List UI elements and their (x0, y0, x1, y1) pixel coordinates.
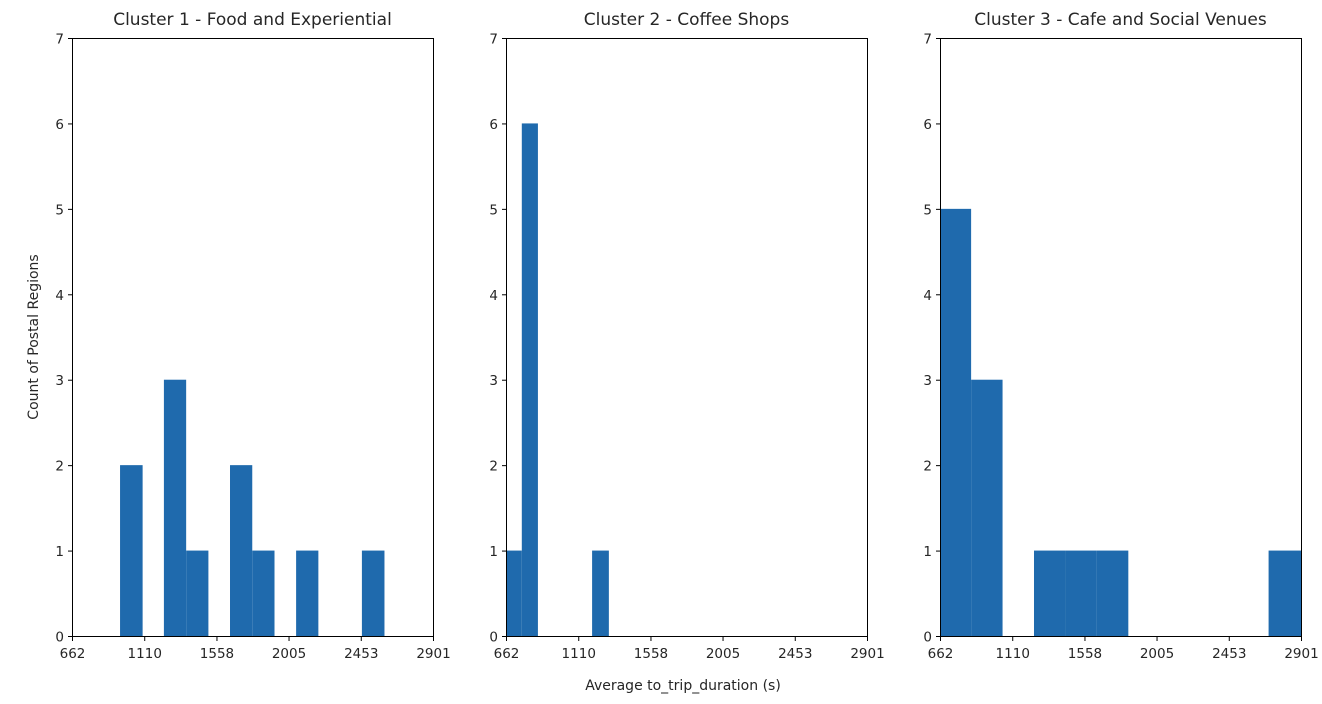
y-tick-label: 1 (55, 544, 64, 560)
x-tick-label: 1110 (128, 646, 162, 662)
histogram-bar-2-3 (592, 550, 609, 636)
y-tick-label: 2 (923, 459, 932, 475)
y-tick-label: 4 (55, 288, 64, 304)
panel-title: Cluster 3 - Cafe and Social Venues (974, 10, 1267, 30)
x-tick-label: 2005 (706, 646, 740, 662)
y-tick-label: 7 (489, 32, 498, 48)
y-tick-label: 5 (923, 202, 932, 218)
x-tick-label: 2901 (1284, 646, 1318, 662)
panel-title: Cluster 1 - Food and Experiential (113, 10, 392, 30)
y-tick-label: 2 (489, 459, 498, 475)
histogram-panel-2: 0 1 2 3 4 5 6 7 662 1110 1558 2005 2453 2901 Cluster 2… (489, 10, 884, 662)
y-tick-label: 7 (923, 32, 932, 48)
histogram-panel-3: 0 1 2 3 4 5 6 7 662 1110 1558 2005 2453 2901 Cluster 3… (923, 10, 1318, 662)
histogram-bar-2-1 (506, 550, 522, 636)
y-tick-label: 5 (55, 202, 64, 218)
y-tick-label: 6 (923, 117, 932, 133)
histogram-bar-1-7 (361, 550, 385, 636)
x-tick-label: 2005 (1140, 646, 1174, 662)
x-tick-label: 1558 (1068, 646, 1102, 662)
x-tick-label: 662 (60, 646, 86, 662)
y-tick-label: 3 (923, 373, 932, 389)
y-tick-label: 6 (489, 117, 498, 133)
histogram-bar-2-2 (521, 123, 538, 636)
histogram-bar-1-2 (163, 379, 187, 636)
y-tick-label: 1 (923, 544, 932, 560)
y-axis-label: Count of Postal Regions (26, 254, 42, 419)
y-tick-label: 3 (489, 373, 498, 389)
x-tick-label: 2453 (1212, 646, 1246, 662)
histogram-bar-3-2 (971, 379, 1003, 636)
x-tick-label: 662 (928, 646, 954, 662)
x-tick-label: 662 (494, 646, 520, 662)
panel-title: Cluster 2 - Coffee Shops (584, 10, 790, 30)
y-tick-label: 6 (55, 117, 64, 133)
y-tick-label: 0 (55, 630, 64, 646)
histogram-bar-3-1 (940, 208, 972, 636)
x-tick-label: 2901 (850, 646, 884, 662)
y-tick-label: 4 (923, 288, 932, 304)
histogram-bar-3-4 (1065, 550, 1097, 636)
x-tick-label: 1110 (562, 646, 596, 662)
axes-frame (506, 38, 868, 637)
histogram-bar-1-6 (296, 550, 319, 636)
y-tick-label: 0 (923, 630, 932, 646)
histogram-bar-1-3 (186, 550, 209, 636)
axes-frame (72, 38, 434, 637)
histogram-bar-3-5 (1096, 550, 1129, 636)
x-tick-label: 2005 (272, 646, 306, 662)
y-tick-label: 7 (55, 32, 64, 48)
y-tick-label: 0 (489, 630, 498, 646)
y-tick-label: 2 (55, 459, 64, 475)
y-tick-label: 5 (489, 202, 498, 218)
x-tick-label: 2453 (778, 646, 812, 662)
histogram-bar-1-4 (230, 465, 253, 636)
axes-frame (940, 38, 1302, 637)
histogram-bar-3-3 (1033, 550, 1066, 636)
histogram-panel-1: 0 1 2 3 4 5 6 7 662 1110 1558 2005 2453 2901 Cluster 1… (55, 10, 450, 662)
x-tick-label: 2453 (344, 646, 378, 662)
histogram-bar-1-5 (252, 550, 275, 636)
y-tick-label: 3 (55, 373, 64, 389)
histogram-bar-3-6 (1268, 550, 1301, 636)
x-tick-label: 1558 (634, 646, 668, 662)
x-tick-label: 1110 (996, 646, 1030, 662)
y-tick-label: 4 (489, 288, 498, 304)
x-tick-label: 2901 (416, 646, 450, 662)
histogram-bar-1-1 (120, 465, 143, 636)
x-tick-label: 1558 (200, 646, 234, 662)
y-tick-label: 1 (489, 544, 498, 560)
x-axis-label: Average to_trip_duration (s) (585, 678, 781, 694)
